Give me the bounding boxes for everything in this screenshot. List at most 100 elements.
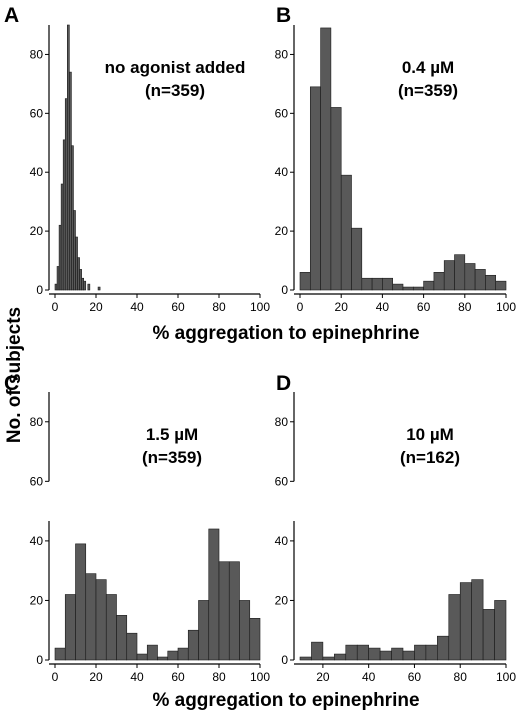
histogram-bar: [97, 286, 101, 291]
x-tick-label: 40: [130, 300, 144, 314]
histogram-bar: [345, 644, 358, 661]
x-tick-label: 80: [454, 670, 468, 684]
panels-layer: A 0 20 40 60 80 0 20 40 60 80 100 no agonist added (n…: [4, 4, 516, 684]
histogram-bar: [75, 543, 87, 661]
x-tick-label: 80: [458, 300, 472, 314]
histogram-bar: [299, 272, 311, 291]
x-tick-label: 40: [376, 300, 390, 314]
x-tick-label: 100: [496, 670, 516, 684]
y-tick-label: 20: [275, 593, 289, 607]
histogram-bar: [64, 594, 76, 661]
histogram-bar: [474, 269, 486, 291]
histogram-bar: [334, 653, 347, 661]
histogram-bar: [322, 656, 335, 661]
histogram-bar: [54, 647, 66, 661]
x-tick-label: 40: [130, 670, 144, 684]
histogram-bar: [402, 650, 415, 661]
histogram-bar: [299, 656, 312, 661]
histogram-bar: [382, 277, 393, 291]
y-tick-label: 60: [275, 106, 289, 120]
y-tick-label: 0: [281, 653, 288, 667]
histogram-bar: [437, 635, 450, 661]
histogram-bar: [83, 280, 87, 291]
histogram-bar: [356, 644, 369, 661]
y-tick-label: 0: [281, 283, 288, 297]
y-tick-label: 40: [275, 165, 289, 179]
histogram-bar: [64, 98, 68, 291]
histogram-bar: [187, 629, 199, 661]
x-tick-label: 60: [408, 670, 422, 684]
histogram-bar: [136, 653, 148, 661]
panel-letter: C: [4, 372, 19, 395]
y-tick-label: 60: [30, 106, 44, 120]
y-tick-label: 40: [275, 534, 289, 548]
x-tick-label: 100: [496, 300, 516, 314]
x-tick-label: 60: [417, 300, 431, 314]
histogram-bar: [454, 254, 466, 291]
panel-letter: B: [276, 4, 291, 27]
histogram-bar: [425, 644, 438, 661]
x-tick-label: 60: [171, 670, 185, 684]
x-tick-label: 100: [250, 300, 270, 314]
panel-annotation: (n=359): [145, 81, 205, 100]
y-tick-label: 40: [30, 165, 44, 179]
y-tick-label: 0: [36, 283, 43, 297]
y-tick-label: 80: [30, 415, 44, 429]
panel-d: D 0 20 40 60 80 20 40 60 80 100 10 µM (n=162): [275, 372, 517, 684]
histogram-bar: [228, 561, 240, 661]
histogram-bar: [54, 283, 58, 291]
x-axis-title-bottom: % aggregation to epinephrine: [152, 690, 419, 711]
histogram-bar: [198, 600, 210, 661]
histogram-bar: [311, 641, 324, 661]
y-tick-label: 60: [30, 474, 44, 488]
panel-letter: A: [4, 4, 19, 27]
histogram-bar: [494, 600, 507, 661]
histogram-bar: [79, 269, 82, 291]
histogram-bar: [423, 280, 435, 291]
x-tick-label: 20: [335, 300, 349, 314]
y-tick-label: 0: [36, 653, 43, 667]
y-axis-title: No. of subjects: [4, 307, 25, 443]
histogram-bar: [58, 224, 62, 291]
panel-b: B 0 20 40 60 80 0 20 40 60 80 100 0.4 µM (n=359): [275, 4, 517, 314]
y-tick-label: 80: [275, 415, 289, 429]
histogram-bar: [239, 600, 251, 661]
histogram-bar: [105, 594, 117, 661]
y-tick-label: 20: [275, 224, 289, 238]
histogram-bar: [482, 609, 495, 661]
histogram-bar: [85, 573, 97, 661]
y-tick-label: 80: [275, 47, 289, 61]
histogram-bar: [56, 266, 60, 291]
histogram-bar: [351, 227, 363, 291]
panel-annotation: 0.4 µM: [402, 58, 454, 77]
panel-annotation: (n=359): [142, 448, 202, 467]
histogram-bar: [412, 286, 424, 291]
y-tick-label: 60: [275, 474, 289, 488]
x-tick-label: 0: [297, 300, 304, 314]
histogram-bar: [340, 174, 352, 291]
x-tick-label: 80: [212, 670, 226, 684]
histogram-bar: [73, 210, 76, 291]
y-tick-label: 80: [30, 47, 44, 61]
histogram-bar: [249, 618, 261, 661]
histogram-bar: [330, 107, 342, 291]
y-tick-label: 20: [30, 224, 44, 238]
histogram-bar: [116, 615, 128, 661]
histogram-bar: [309, 86, 321, 291]
x-tick-label: 40: [362, 670, 376, 684]
histogram-bar: [485, 274, 496, 291]
panel-a: A 0 20 40 60 80 0 20 40 60 80 100 no agonist added (n…: [4, 4, 270, 314]
x-tick-label: 100: [250, 670, 270, 684]
histogram-bar: [391, 647, 404, 661]
histogram-bar: [433, 272, 445, 291]
histogram-bar: [459, 582, 472, 661]
histogram-bar: [414, 644, 427, 661]
x-tick-label: 20: [316, 670, 330, 684]
histogram-bar: [208, 528, 220, 661]
histogram-bar: [81, 277, 85, 291]
x-tick-label: 20: [89, 300, 103, 314]
histogram-bar: [218, 561, 230, 661]
histogram-bar: [392, 283, 404, 291]
histogram-bar: [402, 286, 414, 291]
